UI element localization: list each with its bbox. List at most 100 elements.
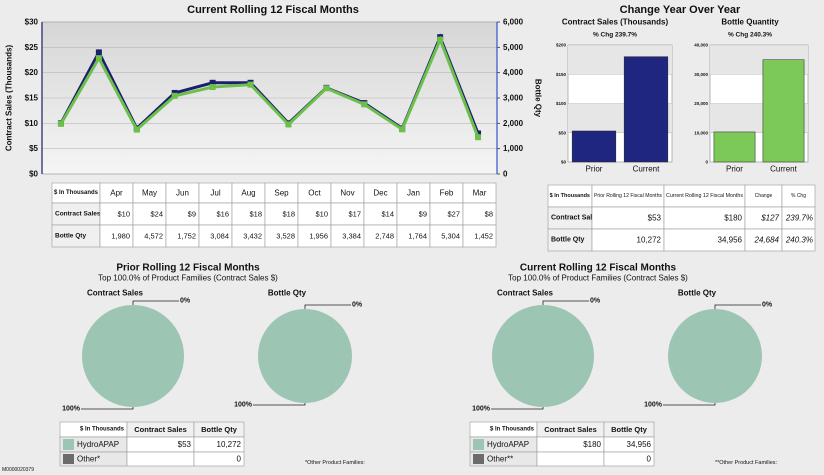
pie-label: 100% (234, 402, 253, 409)
pie-label: 100% (62, 406, 81, 413)
y2-tick-label: 0 (503, 170, 508, 179)
table-month: May (142, 189, 157, 198)
table-header: Bottle Qty (201, 425, 238, 434)
table-value: $180 (724, 214, 742, 223)
table-value: 1,956 (309, 232, 328, 241)
table-month: Jun (176, 189, 189, 198)
y2-tick-label: 3,000 (503, 94, 524, 103)
table-value: 24,684 (754, 236, 780, 245)
y-tick-label: $30 (25, 18, 39, 27)
table-cell (603, 451, 655, 467)
table-cell (193, 451, 245, 467)
pie-label: 100% (472, 406, 491, 413)
table-value: $9 (419, 210, 427, 219)
x-tick-label: Current (770, 165, 797, 174)
table-row-label: Bottle Qty (55, 233, 86, 240)
table-month: Jan (407, 189, 420, 198)
table-header: Current Rolling 12 Fiscal Months (666, 193, 744, 199)
table-value: $53 (648, 214, 662, 223)
table-cell (536, 451, 605, 467)
y2-tick-label: 1,000 (503, 144, 524, 153)
table-value: 5,304 (441, 232, 460, 241)
pie-label: 0% (590, 298, 601, 305)
table-value: 34,956 (718, 236, 743, 245)
chart-subtitle: % Chg 240.3% (728, 32, 772, 39)
table-corner: $ In Thousands (490, 427, 535, 433)
point-marker (323, 85, 330, 92)
y-tick-label: $25 (25, 43, 39, 52)
table-value: $53 (178, 440, 192, 449)
table-value: 34,956 (627, 440, 652, 449)
pie-label: 0% (762, 302, 773, 309)
table-value: $10 (117, 210, 130, 219)
pie-label: 100% (644, 402, 663, 409)
x-tick-label: Prior (726, 165, 743, 174)
y-tick-label: $10 (25, 119, 39, 128)
y2-tick-label: 4,000 (503, 68, 524, 77)
table-value: 10,272 (217, 440, 242, 449)
legend-swatch (473, 454, 484, 464)
table-row-label: HydroAPAP (487, 440, 529, 449)
y-tick-label: 40,000 (694, 43, 708, 48)
point-marker (247, 81, 254, 88)
pie-slice (668, 309, 762, 403)
table-value: 0 (237, 455, 242, 464)
y2-tick-label: 2,000 (503, 119, 524, 128)
y-axis-label: Contract Sales (Thousands) (5, 45, 14, 152)
point-marker (399, 126, 406, 133)
pie-slice (82, 305, 184, 407)
table-month: Oct (308, 189, 321, 198)
page-id: M0000020379 (2, 467, 34, 473)
table-value: 3,528 (276, 232, 295, 241)
table-value: $8 (485, 210, 493, 219)
pie-slice (492, 305, 594, 407)
chart-title: Contract Sales (Thousands) (562, 18, 669, 27)
y2-tick-label: 5,000 (503, 43, 524, 52)
pie-label: 0% (352, 302, 363, 309)
y-tick-label: 20,000 (694, 101, 708, 106)
legend-swatch (63, 454, 74, 464)
point-marker (475, 134, 482, 141)
table-header: Contract Sales (544, 425, 597, 434)
y-tick-label: $200 (556, 43, 567, 48)
table-cell (126, 451, 195, 467)
panel-subtitle: Top 100.0% of Product Families (Contract… (508, 274, 688, 283)
table-value: 1,764 (408, 232, 427, 241)
table-header: Contract Sales (134, 425, 187, 434)
pie-slice (258, 309, 352, 403)
leader-line (663, 403, 716, 406)
table-value: $27 (447, 210, 460, 219)
table-value: $127 (760, 214, 779, 223)
point-marker (133, 126, 140, 133)
leader-line (132, 300, 179, 305)
panel-title: Prior Rolling 12 Fiscal Months (116, 263, 260, 274)
table-value: 3,384 (342, 232, 361, 241)
point-marker (209, 84, 216, 91)
x-tick-label: Prior (586, 165, 603, 174)
line-series (59, 35, 480, 138)
table-row-label: Bottle Qty (551, 237, 585, 244)
bar (762, 59, 805, 163)
table-header: % Chg (791, 193, 806, 199)
table-row-label: HydroAPAP (77, 440, 119, 449)
y-tick-label: $0 (29, 170, 38, 179)
table-month: Aug (241, 189, 255, 198)
point-marker (95, 49, 102, 56)
table-row-label: Contract Sales (55, 211, 101, 218)
footnote: *Other Product Families: (305, 460, 365, 466)
point-marker (437, 36, 444, 43)
table-value: $24 (150, 210, 163, 219)
table-value: 2,748 (375, 232, 394, 241)
panel-subtitle: Top 100.0% of Product Families (Contract… (98, 274, 278, 283)
y-tick-label: $0 (561, 160, 567, 165)
legend-swatch (473, 439, 484, 450)
y-tick-label: 0 (705, 160, 708, 165)
y-tick-label: $150 (556, 72, 567, 77)
point-marker (57, 120, 64, 127)
table-value: $14 (381, 210, 394, 219)
point-marker (171, 92, 178, 99)
table-value: 240.3% (785, 236, 813, 245)
table-value: $18 (282, 210, 295, 219)
point-marker (361, 101, 368, 108)
